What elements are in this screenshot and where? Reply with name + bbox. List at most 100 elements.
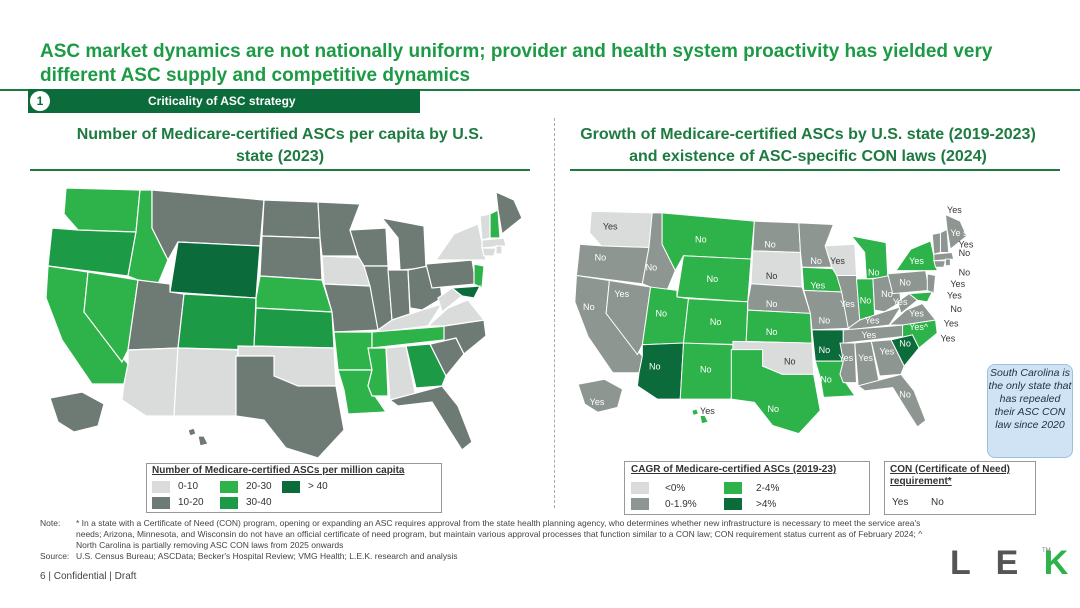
label-wi: Yes [830, 256, 845, 266]
label-mo: No [819, 315, 831, 325]
legend-label-over-40: > 40 [308, 481, 328, 492]
state-in [387, 269, 411, 321]
section-banner-label: Criticality of ASC strategy [148, 94, 296, 108]
cagr-label-over-4: >4% [756, 499, 777, 510]
label-mt: No [695, 235, 707, 245]
label-al: Yes [858, 353, 873, 363]
label-or: No [595, 253, 607, 263]
state-nm [173, 347, 239, 417]
state-ri [944, 258, 951, 267]
label-ks: No [766, 327, 778, 337]
state-ga [870, 339, 905, 377]
header-rule [0, 89, 1080, 91]
state-nj [473, 263, 485, 289]
section-banner [28, 89, 420, 113]
label-vt: Ye s [950, 228, 968, 238]
south-carolina-callout: South Carolina is the only state that ha… [987, 364, 1073, 458]
state-mn [317, 201, 361, 257]
label-la: No [820, 375, 832, 385]
con-legend-yes: Yes [892, 497, 909, 508]
state-nv [605, 279, 652, 356]
state-ct [933, 260, 947, 268]
state-nv [83, 271, 139, 364]
state-fl [857, 373, 927, 428]
label-wa: Yes [603, 221, 618, 231]
cagr-legend [624, 461, 870, 515]
panel-divider [554, 118, 555, 508]
label-ak: Yes [590, 397, 605, 407]
section-number-badge: 1 [30, 91, 50, 111]
state-nc [890, 319, 938, 349]
state-mo [323, 283, 381, 333]
label-nm: No [700, 365, 712, 375]
label-co: No [710, 317, 722, 327]
state-ct [481, 247, 497, 257]
legend-swatch-0-10 [152, 481, 170, 493]
page-number: 6 [40, 571, 46, 582]
cagr-swatch-0-1-9 [631, 498, 649, 510]
con-legend-no: No [931, 497, 944, 508]
label-il: Yes [840, 299, 855, 309]
label-ut: No [656, 309, 668, 319]
label-mi: No [868, 268, 880, 278]
label-ct: Yes [950, 279, 965, 289]
label-tn: Yes [861, 330, 876, 340]
state-vt [479, 213, 491, 241]
state-ne [747, 283, 812, 314]
state-ks [253, 307, 335, 349]
state-az [121, 347, 179, 417]
label-tx: No [768, 404, 780, 414]
legend-label-0-10: 0-10 [178, 481, 199, 492]
con-labels: Yes No No Yes No No No No No No No No No… [583, 205, 974, 416]
source-text: U.S. Census Bureau; ASCData; Becker's Ho… [76, 551, 458, 561]
cagr-label-2-4: 2-4% [756, 483, 780, 494]
state-wa [63, 187, 141, 233]
state-sd [259, 235, 323, 281]
source-label: Source: [40, 551, 70, 561]
state-ms [367, 347, 389, 397]
legend-label-20-30: 20-30 [246, 481, 272, 492]
state-nd [261, 199, 321, 239]
state-me [944, 213, 968, 251]
state-ny [434, 223, 487, 261]
legend-label-30-40: 30-40 [246, 497, 272, 508]
label-wy: No [707, 274, 719, 284]
label-sd: No [766, 271, 778, 281]
state-vt [931, 232, 941, 255]
label-az: No [649, 361, 661, 371]
page-title: ASC market dynamics are not nationally u… [40, 41, 993, 86]
state-co [177, 293, 257, 351]
left-legend-title: Number of Medicare-certified ASCs per mi… [152, 465, 405, 476]
con-legend [884, 461, 1036, 515]
cagr-swatch-negative [631, 482, 649, 494]
state-fl [388, 385, 473, 451]
label-ny: Yes [909, 256, 924, 266]
label-de: No [950, 304, 962, 314]
state-mo [803, 289, 851, 331]
label-ma: Yes [959, 240, 974, 250]
label-nd: No [764, 240, 776, 250]
right-us-map: Yes No No Yes No No No No No No No No No… [574, 205, 974, 435]
state-nc [429, 319, 487, 355]
footer: 6 | Confidential | Draft [40, 571, 136, 582]
label-sc: No [899, 338, 911, 348]
state-ar [333, 331, 373, 371]
label-md: Yes [944, 319, 959, 329]
label-ok: No [784, 356, 796, 366]
state-ak [49, 391, 105, 433]
con-legend-title: CON (Certificate of Need) requirement* [890, 464, 1011, 487]
label-ri: No [959, 268, 971, 278]
left-us-map [45, 187, 523, 459]
label-hi: Yes [700, 406, 715, 416]
state-nj [926, 273, 937, 295]
note-text: * In a state with a Certificate of Need … [76, 518, 923, 550]
state-hi [187, 427, 209, 447]
label-nc: Yes^ [909, 322, 929, 332]
left-panel-rule [30, 169, 530, 171]
state-wa [589, 210, 653, 249]
state-va [888, 302, 937, 326]
label-dc: Yes [940, 333, 955, 343]
legend-swatch-20-30 [220, 481, 238, 493]
state-ga [405, 343, 447, 389]
label-id: No [646, 263, 658, 273]
